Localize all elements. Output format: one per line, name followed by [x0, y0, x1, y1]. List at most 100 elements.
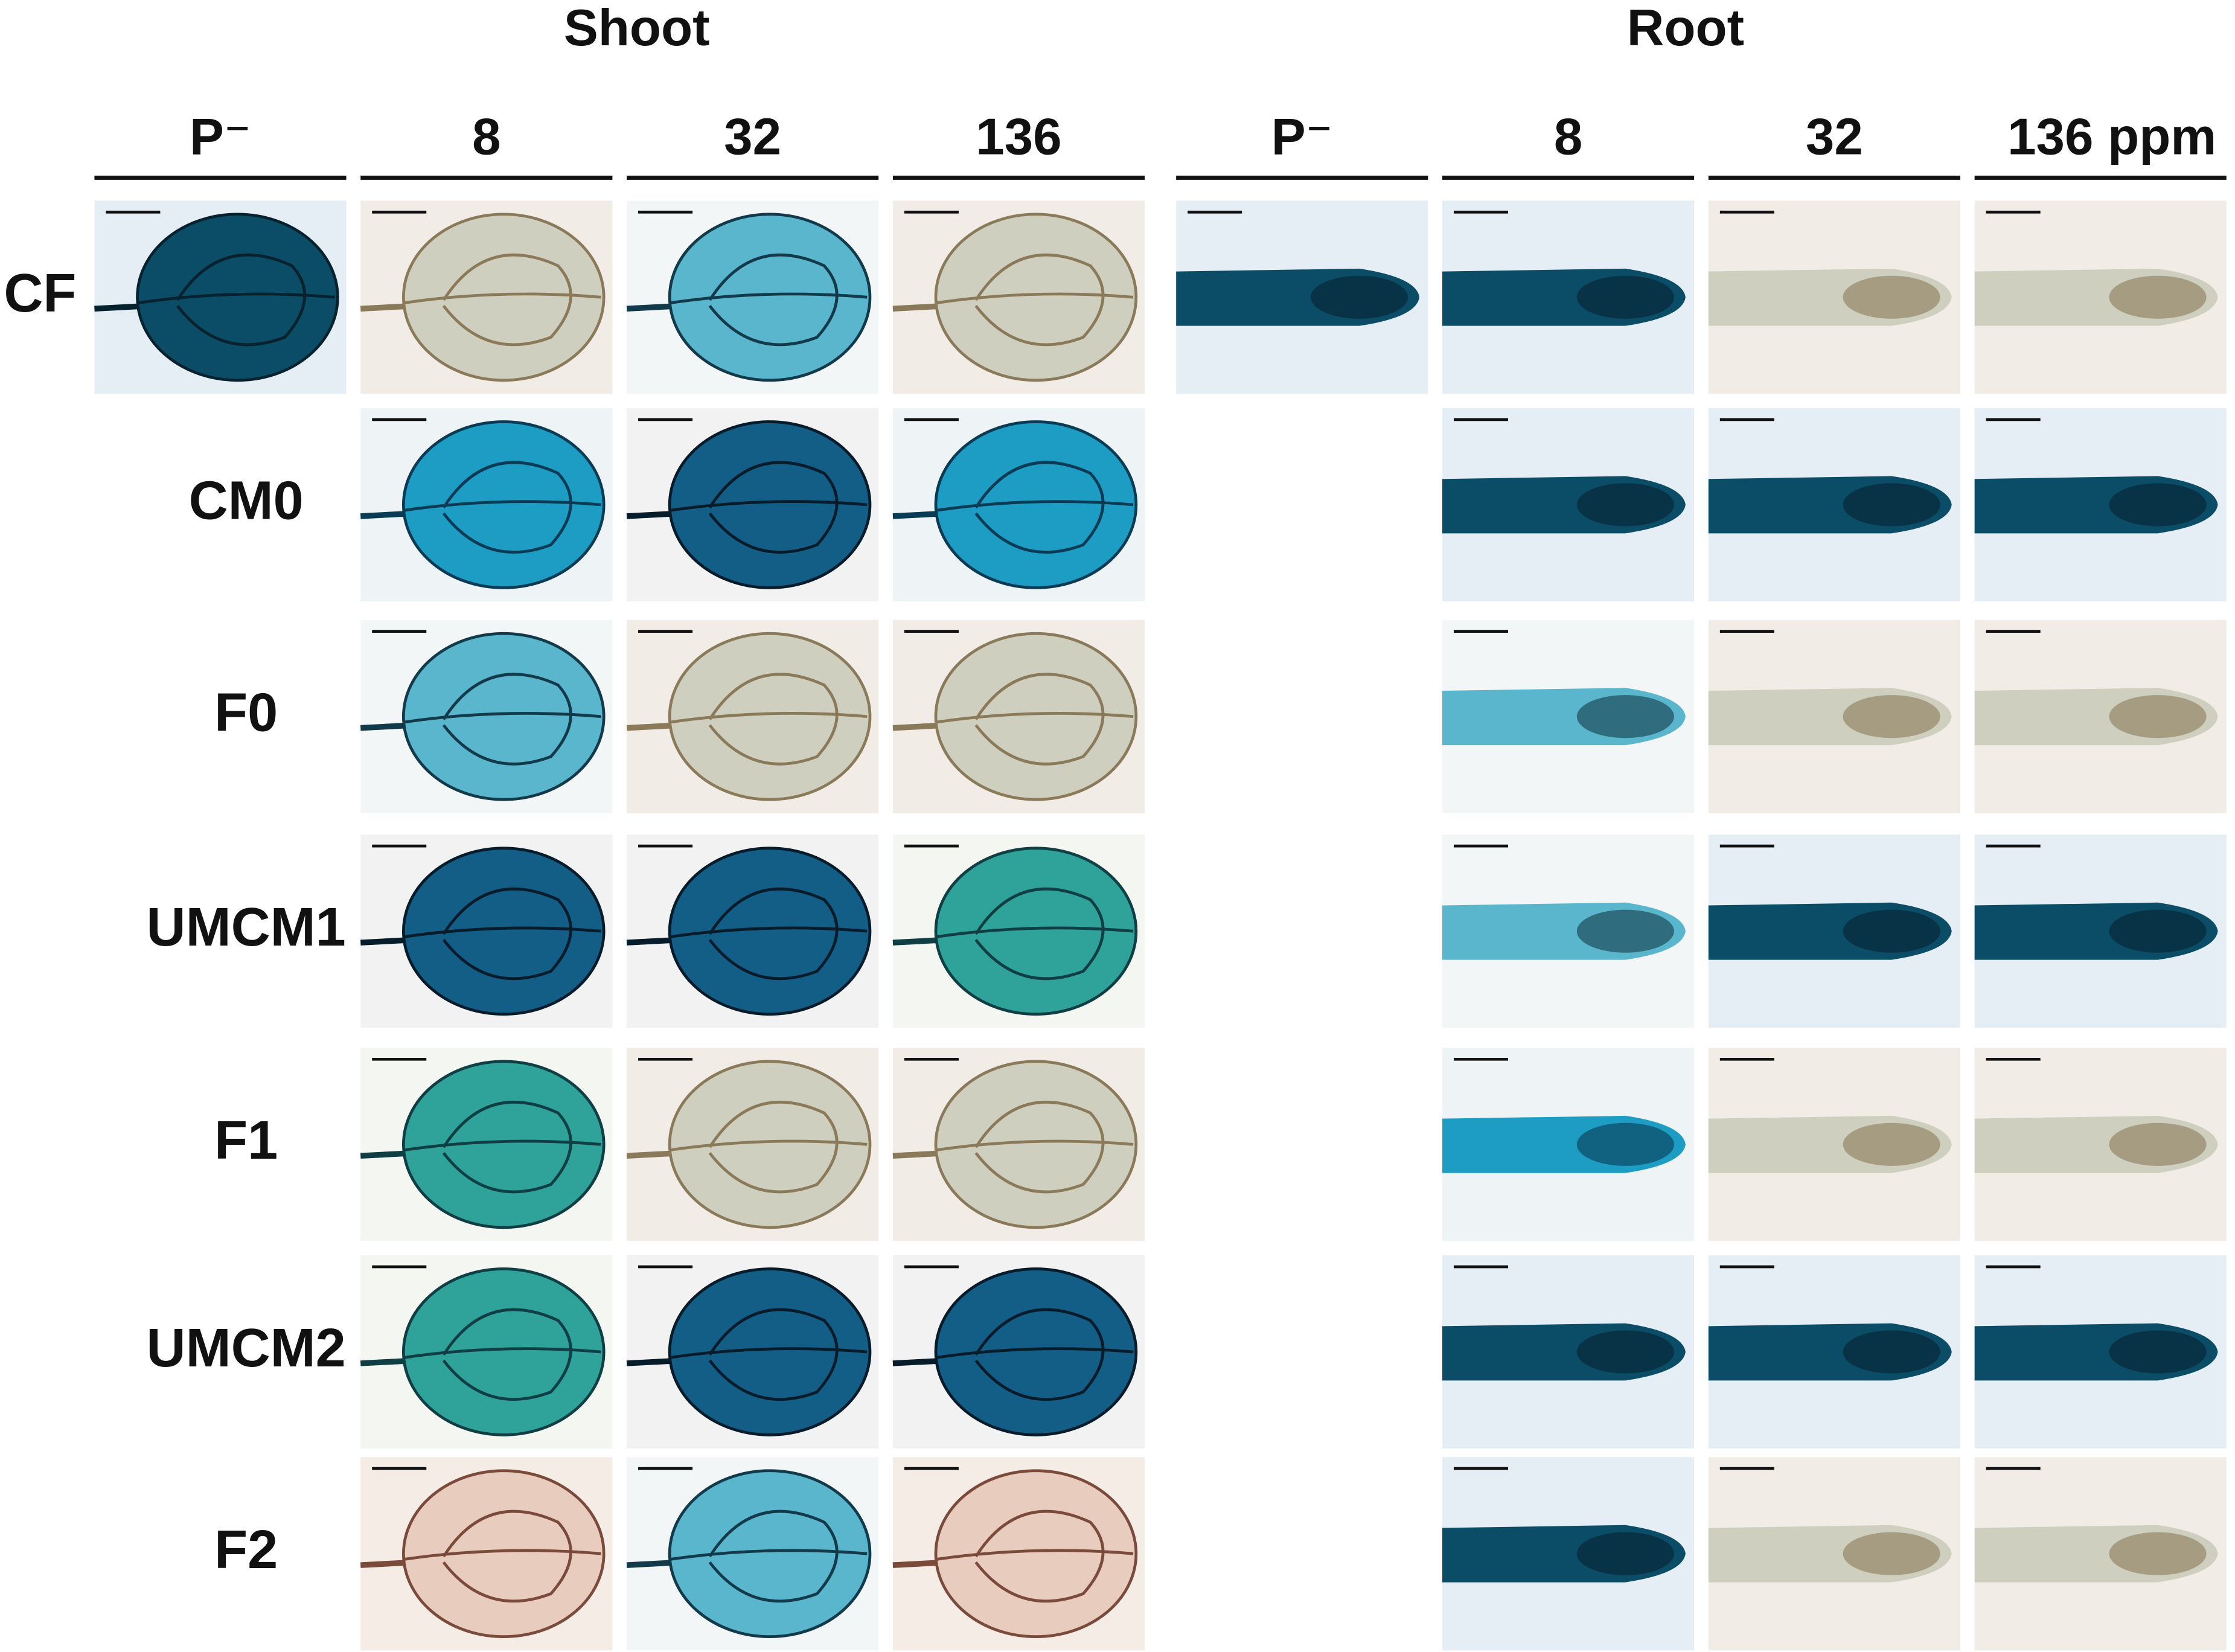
veins [935, 253, 1134, 347]
veins [935, 887, 1134, 981]
micrograph [1176, 200, 1428, 394]
micrograph [1708, 1048, 1960, 1241]
leaf [934, 420, 1138, 589]
micrograph [892, 1048, 1145, 1241]
micrograph [1442, 1255, 1695, 1449]
root-tip [1843, 695, 1940, 738]
micrograph [1442, 834, 1695, 1028]
root-tip [1843, 483, 1940, 527]
micrograph [626, 1048, 879, 1241]
micrograph [626, 1255, 879, 1449]
veins [935, 1308, 1134, 1401]
micrograph [94, 200, 347, 394]
veins [137, 253, 335, 347]
micrograph [626, 200, 879, 394]
leaf [401, 847, 606, 1016]
micrograph [1974, 1048, 2227, 1241]
micrograph [892, 408, 1145, 601]
group-title: Shoot [564, 0, 710, 57]
column-header: 136 ppm [2007, 108, 2216, 165]
root-tip [1576, 483, 1674, 527]
veins [935, 1510, 1134, 1603]
micrograph [1708, 408, 1960, 601]
row-label: UMCM1 [147, 897, 346, 958]
root-tip [2109, 1122, 2207, 1166]
micrograph [892, 1457, 1145, 1651]
micrograph [1974, 1457, 2227, 1651]
micrograph [1708, 620, 1960, 813]
veins [403, 1100, 601, 1194]
micrograph [1442, 1457, 1695, 1651]
veins [935, 461, 1134, 554]
column-header: P⁻ [1271, 108, 1333, 165]
leaf [934, 1060, 1138, 1229]
root-tip [2109, 909, 2207, 953]
micrograph [1442, 1048, 1695, 1241]
root-tip [1576, 695, 1674, 738]
micrograph [360, 200, 613, 394]
root-tip [1843, 275, 1940, 319]
row-label: UMCM2 [147, 1317, 346, 1378]
veins [403, 673, 601, 766]
column-header: P⁻ [190, 108, 251, 165]
leaf [401, 1267, 606, 1436]
root-tip [1843, 1330, 1940, 1374]
micrograph [1974, 408, 2227, 601]
root-tip [1576, 1122, 1674, 1166]
column-header: 8 [472, 108, 500, 165]
micrograph [626, 408, 879, 601]
micrograph [360, 834, 613, 1028]
micrograph [1708, 1255, 1960, 1449]
leaf [401, 420, 606, 589]
root-tip [1843, 1532, 1940, 1575]
row-label: CM0 [189, 470, 304, 531]
column-header: 8 [1554, 108, 1582, 165]
leaf [668, 847, 872, 1016]
micrograph [1708, 200, 1960, 394]
veins [669, 253, 868, 347]
veins [669, 1510, 868, 1603]
micrograph [360, 1457, 613, 1651]
leaf [668, 1060, 872, 1229]
veins [403, 1510, 601, 1603]
veins [669, 1308, 868, 1401]
row-label: CF [4, 263, 76, 324]
leaf [668, 632, 872, 801]
leaf [934, 847, 1138, 1016]
column-header: 32 [1806, 108, 1863, 165]
root-tip [1576, 909, 1674, 953]
veins [403, 887, 601, 981]
micrograph [1708, 834, 1960, 1028]
micrograph [360, 1255, 613, 1449]
root-tip [2109, 1330, 2207, 1374]
veins [669, 1100, 868, 1194]
leaf [934, 1469, 1138, 1638]
veins [935, 673, 1134, 766]
leaf [668, 1469, 872, 1638]
veins [669, 673, 868, 766]
micrograph [626, 620, 879, 813]
row-label: F2 [214, 1519, 278, 1580]
leaf [401, 1060, 606, 1229]
veins [403, 461, 601, 554]
root-tip [2109, 483, 2207, 527]
veins [669, 461, 868, 554]
micrograph [626, 1457, 879, 1651]
leaf [668, 420, 872, 589]
column-header: 32 [724, 108, 781, 165]
micrograph [1974, 620, 2227, 813]
micrograph [360, 620, 613, 813]
micrograph [360, 408, 613, 601]
root-tip [1576, 275, 1674, 319]
root-tip [2109, 1532, 2207, 1575]
leaf [934, 213, 1138, 382]
column-header: 136 [976, 108, 1061, 165]
root-tip [1576, 1330, 1674, 1374]
leaf [668, 213, 872, 382]
veins [403, 253, 601, 347]
leaf [136, 213, 339, 382]
root-tip [1310, 275, 1408, 319]
micrograph [1442, 200, 1695, 394]
micrograph [1708, 1457, 1960, 1651]
